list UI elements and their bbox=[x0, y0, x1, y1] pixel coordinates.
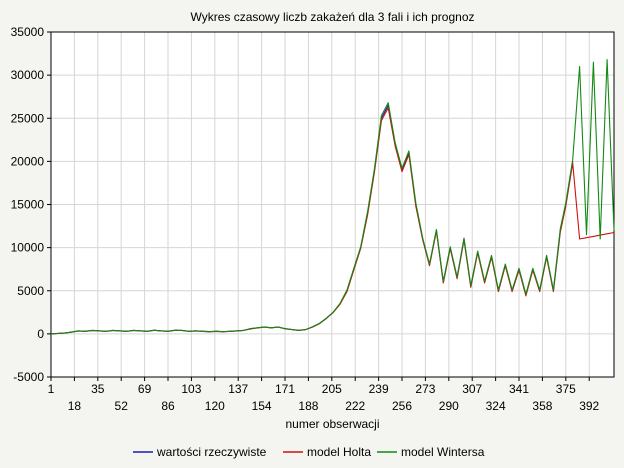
chart-title: Wykres czasowy liczb zakażeń dla 3 fali … bbox=[190, 10, 474, 24]
x-tick-label: 341 bbox=[509, 382, 529, 396]
x-tick-label: 103 bbox=[181, 382, 201, 396]
x-tick-label: 239 bbox=[369, 382, 389, 396]
x-tick-label: 35 bbox=[91, 382, 105, 396]
y-tick-label: 25000 bbox=[11, 111, 45, 125]
x-tick-label: 171 bbox=[275, 382, 295, 396]
y-tick-label: 10000 bbox=[11, 241, 45, 255]
y-tick-label: 30000 bbox=[11, 68, 45, 82]
x-tick-label: 273 bbox=[415, 382, 435, 396]
x-tick-label: 307 bbox=[462, 382, 482, 396]
y-tick-label: 5000 bbox=[17, 284, 44, 298]
x-tick-label: 120 bbox=[205, 399, 225, 413]
x-tick-label: 1 bbox=[48, 382, 55, 396]
x-tick-label: 290 bbox=[439, 399, 459, 413]
x-tick-label: 188 bbox=[298, 399, 318, 413]
y-tick-label: 0 bbox=[37, 327, 44, 341]
x-tick-label: 205 bbox=[322, 382, 342, 396]
y-tick-label: 35000 bbox=[11, 25, 45, 39]
x-tick-label: 86 bbox=[161, 399, 175, 413]
x-tick-label: 256 bbox=[392, 399, 412, 413]
legend-label: model Holta bbox=[307, 445, 371, 459]
x-tick-label: 52 bbox=[115, 399, 129, 413]
y-tick-label: -5000 bbox=[13, 370, 44, 384]
x-tick-label: 18 bbox=[68, 399, 82, 413]
series-lines bbox=[50, 59, 615, 335]
series-line-3 bbox=[50, 59, 615, 335]
x-tick-label: 154 bbox=[252, 399, 272, 413]
legend: wartości rzeczywiste model Holta model Win… bbox=[133, 445, 485, 459]
grid-lines bbox=[50, 31, 614, 378]
x-tick-label: 222 bbox=[345, 399, 365, 413]
x-tick-label: 324 bbox=[486, 399, 506, 413]
legend-label: wartości rzeczywiste bbox=[156, 445, 267, 459]
x-tick-label: 375 bbox=[556, 382, 576, 396]
x-tick-labels: 1 35 69 103 137 171 205 239 273 307 341 375 18 52 86 12… bbox=[48, 377, 600, 413]
y-tick-labels: -5000 0 5000 10000 15000 20000 25000 30000 35000 bbox=[11, 25, 51, 384]
y-tick-label: 20000 bbox=[11, 154, 45, 168]
y-tick-label: 15000 bbox=[11, 198, 45, 212]
x-tick-label: 137 bbox=[228, 382, 248, 396]
legend-label: model Wintersa bbox=[401, 445, 485, 459]
x-tick-label: 392 bbox=[579, 399, 599, 413]
x-axis-label: numer obserwacji bbox=[285, 417, 379, 431]
x-tick-label: 69 bbox=[138, 382, 152, 396]
x-tick-label: 358 bbox=[532, 399, 552, 413]
